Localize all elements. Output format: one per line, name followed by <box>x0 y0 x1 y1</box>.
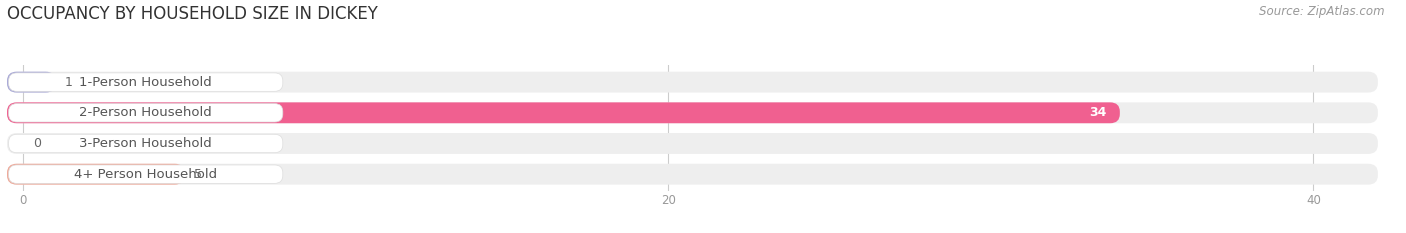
FancyBboxPatch shape <box>8 165 283 183</box>
FancyBboxPatch shape <box>8 104 283 122</box>
FancyBboxPatch shape <box>8 73 283 91</box>
FancyBboxPatch shape <box>7 102 1378 123</box>
Text: 1-Person Household: 1-Person Household <box>79 76 212 89</box>
FancyBboxPatch shape <box>7 164 1378 185</box>
FancyBboxPatch shape <box>7 164 184 185</box>
Text: 5: 5 <box>194 168 202 181</box>
Text: OCCUPANCY BY HOUSEHOLD SIZE IN DICKEY: OCCUPANCY BY HOUSEHOLD SIZE IN DICKEY <box>7 5 378 23</box>
FancyBboxPatch shape <box>8 134 283 153</box>
Text: 3-Person Household: 3-Person Household <box>79 137 212 150</box>
FancyBboxPatch shape <box>7 133 1378 154</box>
Text: 1: 1 <box>65 76 73 89</box>
Text: 2-Person Household: 2-Person Household <box>79 106 212 119</box>
FancyBboxPatch shape <box>7 72 1378 93</box>
Text: 4+ Person Household: 4+ Person Household <box>75 168 218 181</box>
Text: Source: ZipAtlas.com: Source: ZipAtlas.com <box>1260 5 1385 18</box>
Text: 0: 0 <box>32 137 41 150</box>
FancyBboxPatch shape <box>7 72 55 93</box>
FancyBboxPatch shape <box>7 102 1119 123</box>
Text: 34: 34 <box>1090 106 1107 119</box>
